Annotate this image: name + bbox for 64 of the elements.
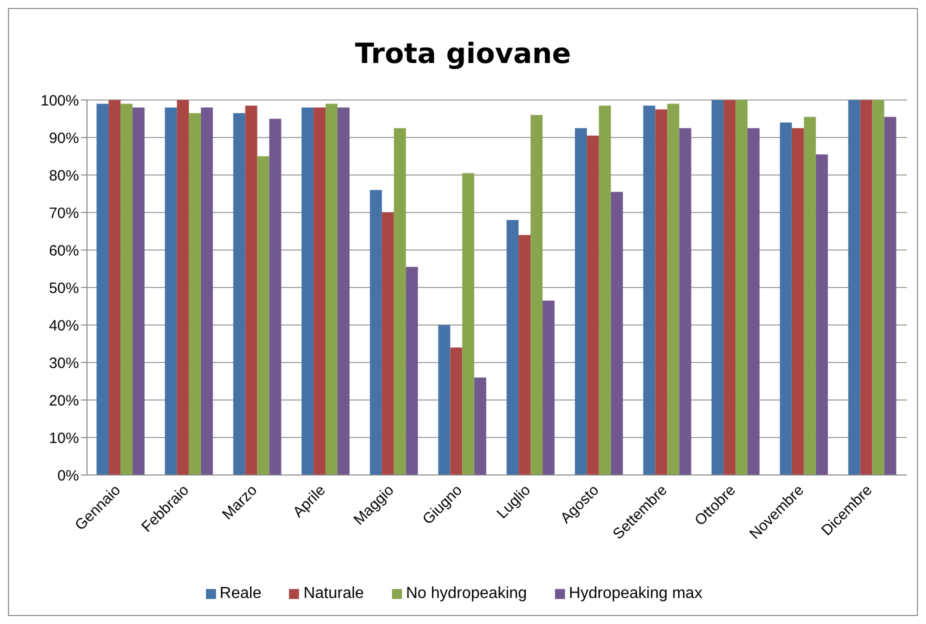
bar [780,122,792,475]
bar [200,108,213,475]
bar [816,154,828,475]
bar [394,128,406,475]
y-tick-label: 100% [40,92,79,110]
bar [370,190,382,475]
bar [462,173,474,475]
bar [598,106,611,475]
legend-label: Hydropeaking max [568,585,702,602]
y-tick-label: 10% [48,430,79,447]
bar [506,220,519,475]
bar [245,106,258,475]
bar [132,108,145,475]
bar [96,104,109,475]
bar [574,128,587,475]
bar [792,128,804,475]
bar [610,192,623,475]
bar [314,108,326,475]
bar [712,100,724,475]
y-tick-label: 90% [48,130,79,147]
legend-label: Naturale [303,585,364,602]
bar [269,118,282,475]
bar [748,128,760,475]
y-tick-label: 40% [48,317,79,334]
bar [586,136,599,475]
y-tick-label: 0% [57,467,79,484]
bar [655,109,668,475]
bar [679,128,692,475]
bar [302,108,314,475]
bar [848,100,860,475]
bar [518,235,531,475]
y-tick-label: 50% [48,280,79,297]
bar [326,104,338,475]
bar [872,100,884,475]
bar [338,108,350,475]
bar [804,116,816,475]
bar [164,108,177,475]
bar [438,325,450,475]
bar [643,106,656,475]
chart-title: Trota giovane [354,37,572,72]
bar [406,266,418,475]
bar [474,378,486,475]
y-tick-label: 60% [48,242,79,260]
y-tick-label: 20% [48,392,79,410]
y-tick-label: 70% [48,204,79,222]
bar [530,115,543,475]
bar [120,104,133,475]
bar [667,104,680,475]
bar [450,348,462,475]
bar [108,100,121,475]
bar [233,113,246,475]
bar [884,116,896,475]
legend-label: Reale [220,585,262,602]
bar [382,212,394,475]
bar [736,100,748,475]
y-tick-label: 30% [48,354,79,372]
legend-label: No hydropeaking [406,585,527,602]
bar [724,100,736,475]
bar [257,156,270,475]
bar [860,100,872,475]
y-tick-label: 80% [48,167,79,184]
bar [188,113,201,475]
bar [542,300,555,475]
bar [176,100,189,475]
